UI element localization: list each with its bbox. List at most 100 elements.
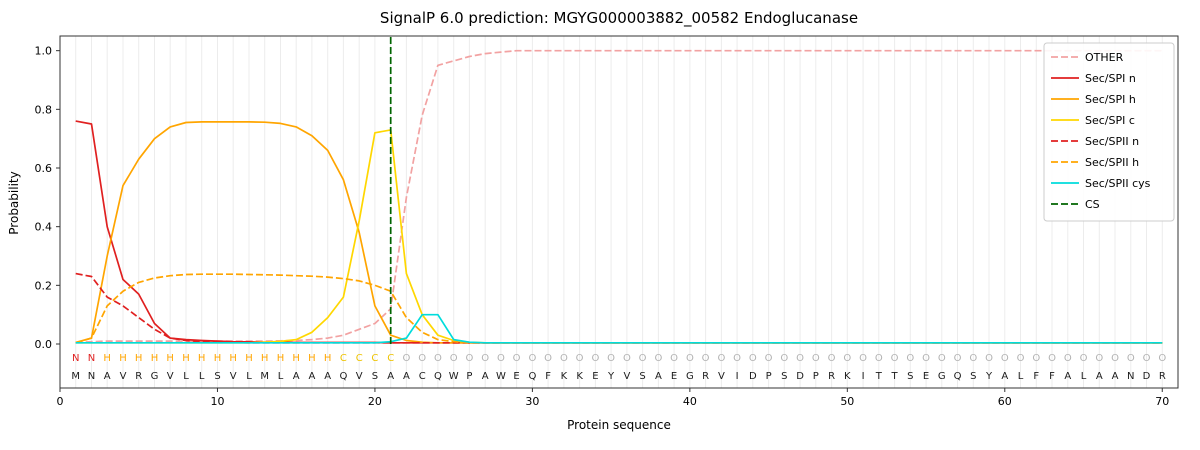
svg-text:R: R xyxy=(135,371,142,382)
svg-text:S: S xyxy=(907,371,913,382)
svg-text:H: H xyxy=(308,353,316,364)
svg-text:H: H xyxy=(245,353,253,364)
svg-text:V: V xyxy=(623,371,630,382)
svg-text:0.0: 0.0 xyxy=(35,338,53,351)
svg-text:A: A xyxy=(387,371,394,382)
svg-text:H: H xyxy=(198,353,206,364)
svg-text:W: W xyxy=(449,371,459,382)
svg-text:O: O xyxy=(891,353,899,364)
svg-text:R: R xyxy=(828,371,835,382)
svg-text:H: H xyxy=(261,353,269,364)
legend-box xyxy=(1043,42,1175,222)
svg-text:E: E xyxy=(671,371,677,382)
axes-frame xyxy=(59,35,1179,389)
svg-text:O: O xyxy=(1143,353,1151,364)
svg-text:O: O xyxy=(654,353,662,364)
svg-text:0.2: 0.2 xyxy=(35,279,53,292)
svg-text:O: O xyxy=(576,353,584,364)
svg-text:C: C xyxy=(371,353,378,364)
svg-text:G: G xyxy=(938,371,946,382)
svg-text:A: A xyxy=(1001,371,1008,382)
svg-text:O: O xyxy=(812,353,820,364)
svg-text:40: 40 xyxy=(683,395,697,408)
svg-text:D: D xyxy=(749,371,757,382)
svg-text:V: V xyxy=(356,371,363,382)
svg-text:P: P xyxy=(466,371,472,382)
svg-text:F: F xyxy=(545,371,551,382)
svg-text:O: O xyxy=(922,353,930,364)
svg-text:O: O xyxy=(686,353,694,364)
legend-label-sec-spii-h: Sec/SPII h xyxy=(1085,156,1139,169)
svg-text:I: I xyxy=(736,371,739,382)
y-axis-ticks: 0.0 0.2 0.4 0.6 0.8 1.0 xyxy=(35,45,60,351)
svg-text:O: O xyxy=(749,353,757,364)
svg-text:P: P xyxy=(766,371,772,382)
svg-text:O: O xyxy=(1080,353,1088,364)
svg-text:T: T xyxy=(875,371,883,382)
svg-text:W: W xyxy=(496,371,506,382)
svg-text:L: L xyxy=(278,371,284,382)
legend-label-cs: CS xyxy=(1085,198,1100,211)
svg-text:0.6: 0.6 xyxy=(35,162,53,175)
svg-text:C: C xyxy=(356,353,363,364)
svg-text:P: P xyxy=(813,371,819,382)
svg-text:0.4: 0.4 xyxy=(35,221,53,234)
svg-text:O: O xyxy=(1032,353,1040,364)
series-lines xyxy=(75,36,1163,344)
svg-text:O: O xyxy=(418,353,426,364)
svg-text:H: H xyxy=(135,353,143,364)
svg-text:O: O xyxy=(733,353,741,364)
svg-text:10: 10 xyxy=(210,395,224,408)
svg-text:O: O xyxy=(465,353,473,364)
svg-text:O: O xyxy=(639,353,647,364)
svg-text:O: O xyxy=(560,353,568,364)
svg-text:O: O xyxy=(859,353,867,364)
svg-text:Q: Q xyxy=(954,371,962,382)
svg-text:S: S xyxy=(214,371,220,382)
svg-text:O: O xyxy=(875,353,883,364)
svg-text:E: E xyxy=(513,371,519,382)
svg-text:0: 0 xyxy=(57,395,64,408)
svg-text:O: O xyxy=(1111,353,1119,364)
svg-text:Y: Y xyxy=(607,371,615,382)
svg-text:O: O xyxy=(450,353,458,364)
svg-text:O: O xyxy=(938,353,946,364)
svg-text:F: F xyxy=(1049,371,1055,382)
svg-text:O: O xyxy=(843,353,851,364)
x-axis-ticks: 0 10 20 30 40 50 60 70 xyxy=(57,388,1169,408)
chart-title: SignalP 6.0 prediction: MGYG000003882_00… xyxy=(379,9,859,27)
svg-text:L: L xyxy=(1018,371,1024,382)
svg-text:H: H xyxy=(292,353,300,364)
svg-text:O: O xyxy=(1095,353,1103,364)
legend-label-sec-spi-h: Sec/SPI h xyxy=(1085,93,1136,106)
svg-text:H: H xyxy=(151,353,159,364)
svg-text:Y: Y xyxy=(985,371,993,382)
svg-text:O: O xyxy=(702,353,710,364)
svg-text:O: O xyxy=(607,353,615,364)
svg-text:A: A xyxy=(482,371,489,382)
svg-text:O: O xyxy=(1127,353,1135,364)
legend-label-sec-spi-n: Sec/SPI n xyxy=(1085,72,1136,85)
svg-text:O: O xyxy=(497,353,505,364)
series-line-sec-spii-cys xyxy=(75,313,1163,344)
svg-text:M: M xyxy=(71,371,80,382)
svg-text:N: N xyxy=(1127,371,1134,382)
svg-text:E: E xyxy=(923,371,929,382)
series-line-sec-spi-c xyxy=(75,129,1163,344)
svg-text:E: E xyxy=(592,371,598,382)
svg-text:70: 70 xyxy=(1155,395,1169,408)
svg-text:O: O xyxy=(670,353,678,364)
svg-text:O: O xyxy=(544,353,552,364)
svg-text:O: O xyxy=(969,353,977,364)
svg-text:O: O xyxy=(1048,353,1056,364)
series-line-sec-spii-h xyxy=(75,273,1163,344)
svg-text:O: O xyxy=(1017,353,1025,364)
legend-label-other: OTHER xyxy=(1085,51,1124,64)
svg-text:R: R xyxy=(702,371,709,382)
svg-text:C: C xyxy=(340,353,347,364)
svg-text:O: O xyxy=(513,353,521,364)
series-line-other xyxy=(75,49,1163,344)
